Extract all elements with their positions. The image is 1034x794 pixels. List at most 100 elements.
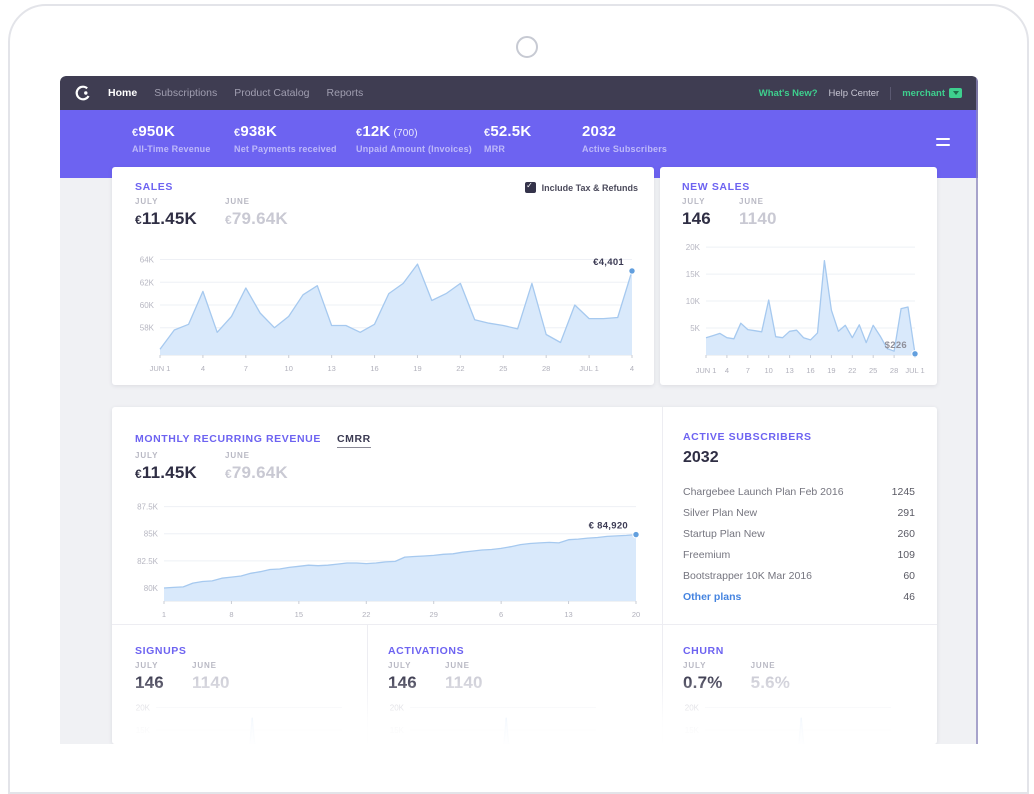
- stat-net-payments: €938K Net Payments received: [234, 123, 337, 154]
- signups-title: SIGNUPS: [135, 645, 187, 657]
- stat-unpaid-amount: €12K (700) Unpaid Amount (Invoices): [356, 123, 472, 154]
- svg-text:64K: 64K: [140, 256, 155, 265]
- stat-label: Unpaid Amount (Invoices): [356, 144, 472, 154]
- svg-text:10: 10: [285, 364, 293, 373]
- svg-text:87.5K: 87.5K: [137, 503, 159, 512]
- menu-icon[interactable]: [936, 138, 950, 146]
- svg-text:19: 19: [827, 366, 835, 375]
- new-sales-chart[interactable]: 5K 10K 15K 20K JUN 1 4 7 10 13 16 19 22 25 28 JUL 1 $22…: [668, 225, 925, 377]
- svg-text:10: 10: [765, 366, 773, 375]
- svg-text:82.5K: 82.5K: [137, 557, 159, 566]
- nav-right: What's New? Help Center merchant: [758, 86, 962, 100]
- svg-text:58K: 58K: [140, 324, 155, 333]
- top-navbar: Home Subscriptions Product Catalog Repor…: [60, 76, 978, 110]
- svg-text:62K: 62K: [140, 278, 155, 287]
- nav-item-product-catalog[interactable]: Product Catalog: [234, 87, 310, 99]
- merchant-menu[interactable]: merchant: [902, 88, 962, 99]
- svg-text:22: 22: [848, 366, 856, 375]
- active-subscribers-title: ACTIVE SUBSCRIBERS: [683, 431, 812, 443]
- svg-text:8: 8: [229, 610, 233, 619]
- svg-text:85K: 85K: [144, 530, 159, 539]
- stat-label: All-Time Revenue: [132, 144, 211, 154]
- june-value: JUNE €79.64K: [224, 197, 288, 228]
- churn-summary: JULY 0.7% JUNE 5.6%: [683, 661, 791, 692]
- june-value: JUNE €79.64K: [224, 451, 288, 482]
- nav-item-subscriptions[interactable]: Subscriptions: [154, 87, 218, 99]
- svg-text:20K: 20K: [390, 703, 405, 712]
- svg-text:7: 7: [244, 364, 248, 373]
- churn-chart[interactable]: 20K 15K: [671, 691, 899, 744]
- help-center-link[interactable]: Help Center: [828, 87, 880, 99]
- signups-summary: JULY 146 JUNE 1140: [135, 661, 230, 692]
- svg-text:15K: 15K: [136, 726, 151, 735]
- main-nav: Home Subscriptions Product Catalog Repor…: [108, 87, 363, 99]
- svg-text:28: 28: [890, 366, 898, 375]
- svg-text:22: 22: [456, 364, 464, 373]
- whats-new-link[interactable]: What's New?: [758, 87, 818, 99]
- svg-text:15K: 15K: [390, 726, 405, 735]
- svg-text:13: 13: [785, 366, 793, 375]
- svg-text:4: 4: [201, 364, 205, 373]
- mrr-summary: JULY €11.45K JUNE €79.64K: [135, 451, 288, 483]
- plan-list: Chargebee Launch Plan Feb 2016 1245 Silve…: [683, 477, 915, 603]
- stat-value: €938K: [234, 123, 277, 140]
- plan-row: Bootstrapper 10K Mar 2016 60: [683, 570, 915, 582]
- sales-summary: JULY €11.45K JUNE €79.64K: [135, 197, 288, 229]
- svg-text:13: 13: [564, 610, 572, 619]
- stat-label: Net Payments received: [234, 144, 337, 154]
- svg-text:29: 29: [430, 610, 438, 619]
- svg-text:10K: 10K: [686, 297, 701, 306]
- sales-chart[interactable]: 58K 60K 62K 64K JUN 1 4 7 10 13 16 19 22 25 28 JUL 1 4 €…: [126, 239, 640, 375]
- cmrr-tab[interactable]: CMRR: [336, 433, 371, 448]
- active-subscribers-section: ACTIVE SUBSCRIBERS 2032 Chargebee Launch…: [662, 407, 937, 624]
- merchant-label: merchant: [902, 87, 945, 99]
- svg-text:20K: 20K: [136, 703, 151, 712]
- plan-row: Startup Plan New 260: [683, 528, 915, 540]
- camera-icon: [516, 36, 538, 58]
- signups-chart[interactable]: 20K 15K: [122, 691, 350, 744]
- nav-item-home[interactable]: Home: [108, 87, 138, 99]
- svg-text:60K: 60K: [140, 301, 155, 310]
- mrr-title-row: MONTHLY RECURRING REVENUE CMRR: [135, 433, 371, 448]
- new-sales-title: NEW SALES: [682, 181, 750, 193]
- svg-text:25: 25: [869, 366, 877, 375]
- svg-text:7: 7: [746, 366, 750, 375]
- svg-text:15: 15: [295, 610, 303, 619]
- plan-row-other-plans: Other plans 46: [683, 591, 915, 603]
- svg-text:20K: 20K: [686, 243, 701, 252]
- stat-all-time-revenue: €950K All-Time Revenue: [132, 123, 211, 154]
- svg-text:20K: 20K: [685, 703, 700, 712]
- svg-text:€4,401: €4,401: [593, 257, 624, 268]
- svg-text:4: 4: [725, 366, 729, 375]
- other-plans-link[interactable]: Other plans: [683, 591, 742, 603]
- stat-label: Active Subscribers: [582, 144, 668, 154]
- july-value: JULY €11.45K: [135, 197, 197, 228]
- mrr-chart[interactable]: 80K 82.5K 85K 87.5K 1 8 15 22 29 6 13 20 € 84,920: [126, 487, 646, 621]
- stat-mrr: €52.5K MRR: [484, 123, 534, 154]
- july-value: JULY 146: [682, 197, 711, 228]
- svg-text:15K: 15K: [686, 270, 701, 279]
- plan-row: Chargebee Launch Plan Feb 2016 1245: [683, 486, 915, 498]
- svg-text:19: 19: [413, 364, 421, 373]
- new-sales-card: NEW SALES JULY 146 JUNE 1140 5K 10K 15K 20K…: [660, 167, 937, 385]
- mrr-subscribers-card: MONTHLY RECURRING REVENUE CMRR JULY €11.…: [112, 407, 937, 744]
- svg-text:JUN 1: JUN 1: [150, 364, 171, 373]
- checkbox-checked-icon: [524, 181, 536, 193]
- include-tax-toggle[interactable]: Include Tax & Refunds: [524, 181, 638, 193]
- svg-text:5K: 5K: [690, 324, 700, 333]
- nav-item-reports[interactable]: Reports: [326, 87, 364, 99]
- app-screen: Home Subscriptions Product Catalog Repor…: [60, 76, 978, 744]
- june-value: JUNE 1140: [738, 197, 777, 228]
- chargebee-logo[interactable]: [74, 84, 92, 102]
- screen-right-edge: [976, 76, 978, 744]
- svg-text:22: 22: [362, 610, 370, 619]
- svg-text:JUL 1: JUL 1: [579, 364, 598, 373]
- svg-text:JUN 1: JUN 1: [696, 366, 717, 375]
- sales-title: SALES: [135, 181, 174, 193]
- nav-divider: [890, 86, 892, 100]
- active-subscribers-total: 2032: [683, 449, 719, 466]
- svg-text:13: 13: [327, 364, 335, 373]
- svg-text:80K: 80K: [144, 584, 159, 593]
- activations-chart[interactable]: 20K 15K: [376, 691, 604, 744]
- activations-panel: ACTIVATIONS JULY 146 JUNE 1140 20K 15K: [367, 624, 662, 744]
